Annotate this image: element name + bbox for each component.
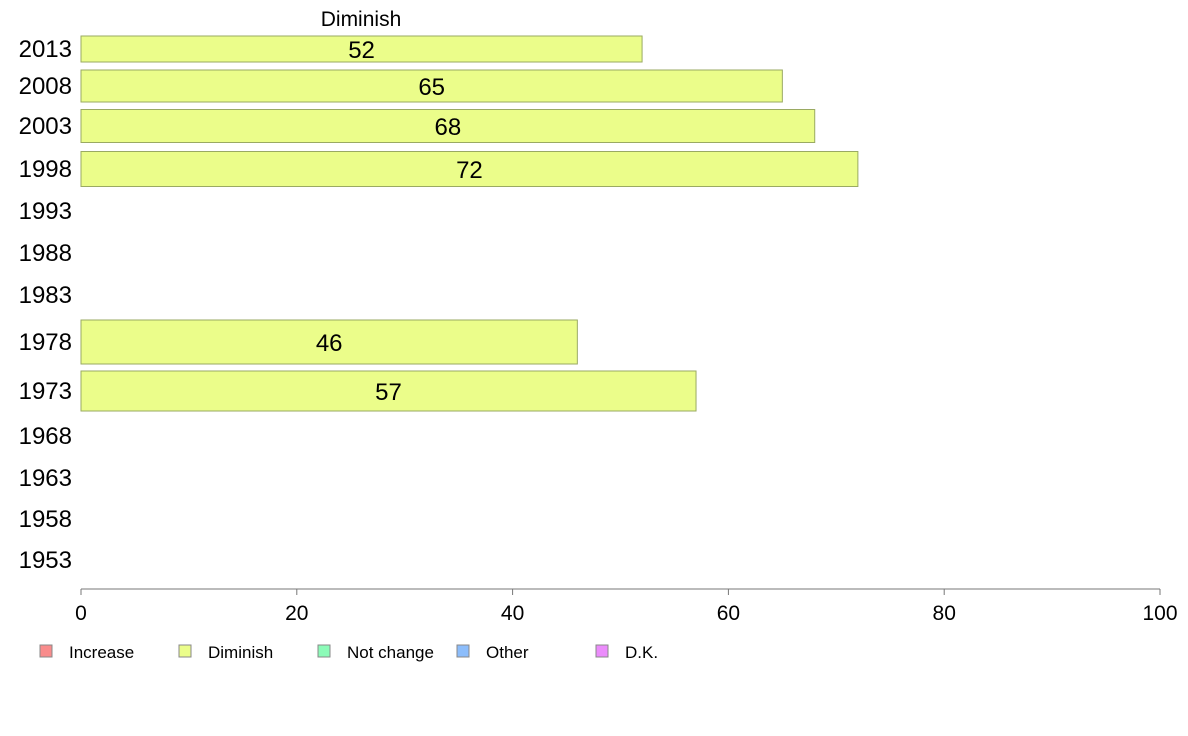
x-axis: 0 20 40 60 80 100 bbox=[75, 588, 1178, 625]
category-label: 1978 bbox=[19, 329, 72, 356]
category-label: 2008 bbox=[19, 73, 72, 100]
category-label: 1963 bbox=[19, 465, 72, 492]
bar bbox=[80, 109, 816, 143]
series-title: Diminish bbox=[321, 8, 402, 31]
bar bbox=[80, 151, 859, 187]
x-tick-label: 60 bbox=[717, 602, 740, 625]
category-label: 1953 bbox=[19, 547, 72, 574]
bar-value-label: 46 bbox=[316, 330, 343, 357]
category-label: 1983 bbox=[19, 282, 72, 309]
legend-label: Increase bbox=[69, 643, 134, 662]
bar-value-label: 57 bbox=[375, 379, 402, 406]
legend-swatch bbox=[178, 644, 192, 658]
x-tick-label: 0 bbox=[75, 602, 87, 625]
legend-swatch bbox=[456, 644, 470, 658]
bars bbox=[80, 35, 859, 412]
bar bbox=[80, 319, 578, 365]
category-label: 1993 bbox=[19, 198, 72, 225]
category-labels: 2013 2008 2003 1998 1993 1988 1983 1978 1973 1968… bbox=[19, 36, 72, 574]
legend-label: Other bbox=[486, 643, 529, 662]
bar bbox=[80, 35, 643, 63]
legend: Increase Diminish Not change Other D.K. bbox=[39, 643, 658, 662]
bar-value-label: 72 bbox=[456, 157, 483, 184]
category-label: 1998 bbox=[19, 156, 72, 183]
category-label: 1968 bbox=[19, 423, 72, 450]
value-labels: 52 65 68 72 46 57 bbox=[316, 37, 483, 406]
legend-swatch bbox=[39, 644, 53, 658]
legend-swatch bbox=[317, 644, 331, 658]
x-tick-label: 20 bbox=[285, 602, 308, 625]
bar-value-label: 68 bbox=[435, 114, 462, 141]
legend-swatch bbox=[595, 644, 609, 658]
bar-value-label: 52 bbox=[348, 37, 375, 64]
bar bbox=[80, 370, 697, 412]
category-label: 1958 bbox=[19, 506, 72, 533]
legend-label: Diminish bbox=[208, 643, 273, 662]
legend-label: Not change bbox=[347, 643, 434, 662]
legend-label: D.K. bbox=[625, 643, 658, 662]
category-label: 2013 bbox=[19, 36, 72, 63]
category-label: 2003 bbox=[19, 113, 72, 140]
x-tick-label: 100 bbox=[1142, 602, 1177, 625]
bar-value-label: 65 bbox=[418, 74, 445, 101]
category-label: 1988 bbox=[19, 240, 72, 267]
x-tick-label: 40 bbox=[501, 602, 524, 625]
x-tick-label: 80 bbox=[933, 602, 956, 625]
category-label: 1973 bbox=[19, 378, 72, 405]
bar bbox=[80, 69, 783, 103]
